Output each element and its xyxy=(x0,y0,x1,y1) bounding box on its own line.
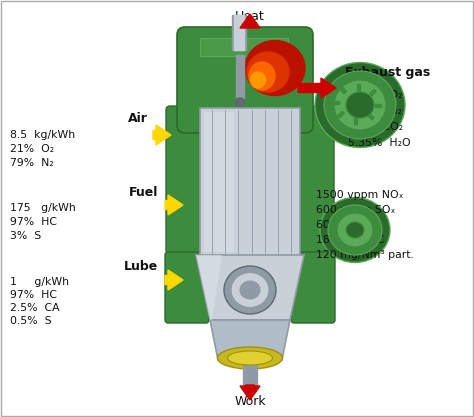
Text: 75.8%  N₂: 75.8% N₂ xyxy=(348,106,402,116)
Text: Heat: Heat xyxy=(235,10,265,23)
Bar xyxy=(243,360,257,385)
Bar xyxy=(232,15,246,50)
FancyArrow shape xyxy=(165,270,183,290)
Ellipse shape xyxy=(249,62,275,90)
Bar xyxy=(370,89,376,96)
Bar xyxy=(338,111,344,118)
Text: 5.2%  CO₂: 5.2% CO₂ xyxy=(348,122,403,132)
FancyBboxPatch shape xyxy=(200,108,300,256)
Text: 600 vppm SOₓ: 600 vppm SOₓ xyxy=(316,205,395,215)
Ellipse shape xyxy=(245,40,305,95)
Ellipse shape xyxy=(224,266,276,314)
Ellipse shape xyxy=(315,63,405,148)
Text: 120 mg/Nm³ part.: 120 mg/Nm³ part. xyxy=(316,250,414,260)
FancyArrow shape xyxy=(240,385,260,400)
Ellipse shape xyxy=(320,198,390,262)
Ellipse shape xyxy=(240,281,260,299)
FancyBboxPatch shape xyxy=(291,252,335,323)
Text: Lube: Lube xyxy=(124,261,158,274)
Bar xyxy=(333,100,339,103)
Polygon shape xyxy=(196,255,304,320)
Text: 180 ppm HC: 180 ppm HC xyxy=(316,235,384,245)
Text: 13.0%  O₂: 13.0% O₂ xyxy=(348,90,402,100)
Ellipse shape xyxy=(250,72,265,88)
Text: 175   g/kWh: 175 g/kWh xyxy=(10,203,76,213)
Bar xyxy=(368,113,374,120)
Ellipse shape xyxy=(328,205,382,255)
Ellipse shape xyxy=(346,222,364,238)
Text: 0.5%  S: 0.5% S xyxy=(10,316,52,326)
Bar xyxy=(375,103,381,106)
Text: 1500 vppm NOₓ: 1500 vppm NOₓ xyxy=(316,190,403,200)
Text: 60 ppm CO: 60 ppm CO xyxy=(316,220,378,230)
FancyArrow shape xyxy=(240,14,260,28)
FancyArrow shape xyxy=(165,195,183,215)
Ellipse shape xyxy=(337,213,373,247)
FancyBboxPatch shape xyxy=(166,106,226,254)
Bar xyxy=(236,55,244,100)
Text: Work: Work xyxy=(234,395,266,408)
Ellipse shape xyxy=(218,347,283,369)
Text: Fuel: Fuel xyxy=(128,186,158,198)
Bar xyxy=(340,87,346,93)
Text: 3%  S: 3% S xyxy=(10,231,41,241)
Text: 2.5%  CA: 2.5% CA xyxy=(10,303,60,313)
Ellipse shape xyxy=(346,92,374,118)
Ellipse shape xyxy=(324,71,396,139)
FancyArrow shape xyxy=(298,78,336,98)
Text: Exhaust gas: Exhaust gas xyxy=(345,65,430,78)
Text: 1     g/kWh: 1 g/kWh xyxy=(10,277,69,287)
Text: Air: Air xyxy=(128,111,148,125)
Ellipse shape xyxy=(231,272,269,307)
Ellipse shape xyxy=(235,98,245,106)
Bar xyxy=(234,15,244,50)
Polygon shape xyxy=(210,320,290,360)
Polygon shape xyxy=(196,255,222,320)
FancyBboxPatch shape xyxy=(200,38,288,56)
Text: 5.35%  H₂O: 5.35% H₂O xyxy=(348,138,410,148)
Text: 97%  HC: 97% HC xyxy=(10,217,57,227)
FancyBboxPatch shape xyxy=(177,27,313,133)
Text: 21%  O₂: 21% O₂ xyxy=(10,144,54,154)
Bar xyxy=(357,83,360,90)
FancyBboxPatch shape xyxy=(165,252,209,323)
FancyBboxPatch shape xyxy=(274,106,334,254)
Text: 97%  HC: 97% HC xyxy=(10,290,57,300)
Text: 79%  N₂: 79% N₂ xyxy=(10,158,54,168)
Ellipse shape xyxy=(247,52,289,92)
FancyArrow shape xyxy=(153,125,171,145)
Text: 8.5  kg/kWh: 8.5 kg/kWh xyxy=(10,130,75,140)
Ellipse shape xyxy=(334,80,386,130)
FancyBboxPatch shape xyxy=(204,112,234,252)
Bar xyxy=(354,118,357,123)
Ellipse shape xyxy=(228,351,273,365)
